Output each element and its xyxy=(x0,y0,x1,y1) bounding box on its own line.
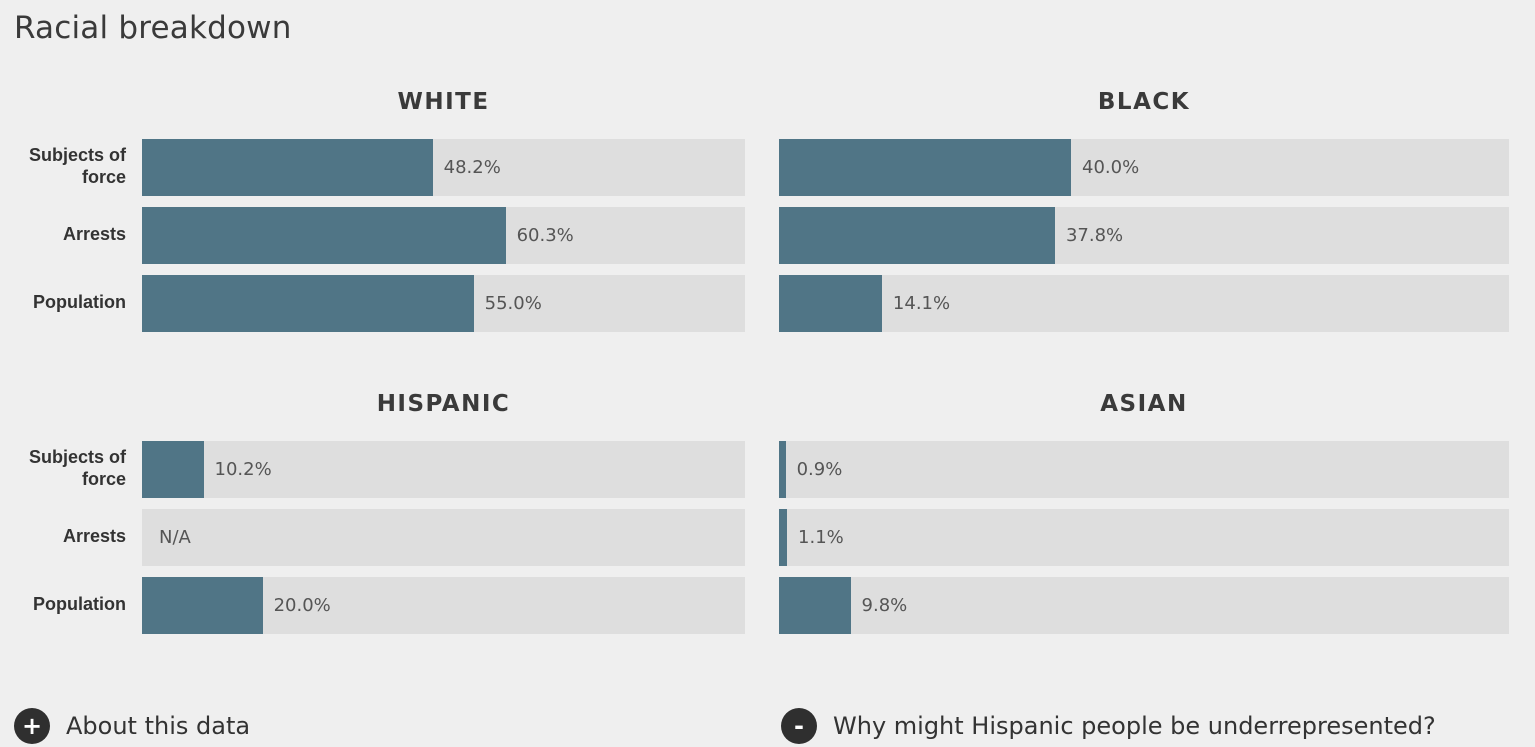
value-label-white-population: 55.0% xyxy=(484,293,542,314)
row-label-subjects-of-force: Subjects of force xyxy=(28,446,126,489)
bar-track-asian-arrests: 1.1% xyxy=(779,509,1509,566)
panel-title-hispanic: HISPANIC xyxy=(376,391,511,417)
about-this-data-link[interactable]: + About this data xyxy=(14,707,250,745)
value-label-hispanic-subjects-of-force: 10.2% xyxy=(214,459,272,480)
bar-track-black-arrests: 37.8% xyxy=(779,207,1509,264)
value-label-asian-subjects-of-force: 0.9% xyxy=(796,459,843,480)
value-label-black-arrests: 37.8% xyxy=(1065,225,1124,246)
value-label-asian-arrests: 1.1% xyxy=(798,527,844,548)
bar-black-arrests xyxy=(779,207,1055,264)
minus-icon[interactable]: - xyxy=(781,708,817,744)
row-label-population: Population xyxy=(33,291,126,312)
page-title: Racial breakdown xyxy=(14,10,292,46)
row-label-subjects-of-force: Subjects of force xyxy=(28,144,126,187)
value-label-white-subjects-of-force: 48.2% xyxy=(443,157,501,178)
bar-hispanic-population xyxy=(142,577,263,634)
bar-black-subjects-of-force xyxy=(779,139,1071,196)
bar-asian-population xyxy=(779,577,851,634)
bar-track-white-arrests: 60.3% xyxy=(142,207,745,264)
bar-asian-arrests xyxy=(779,509,788,566)
row-label-arrests: Arrests xyxy=(62,223,126,244)
bar-track-asian-subjects-of-force: 0.9% xyxy=(779,441,1509,498)
panel-title-white: WHITE xyxy=(397,89,490,115)
bar-track-asian-population: 9.8% xyxy=(779,577,1509,634)
bar-black-population xyxy=(779,275,882,332)
bar-track-hispanic-population: 20.0% xyxy=(142,577,745,634)
bar-hispanic-subjects-of-force xyxy=(142,441,204,498)
bar-white-population xyxy=(142,275,474,332)
bar-track-hispanic-arrests: N/A xyxy=(142,509,745,566)
value-label-asian-population: 9.8% xyxy=(861,595,908,616)
value-label-hispanic-arrests: N/A xyxy=(159,527,191,548)
row-label-arrests: Arrests xyxy=(62,525,126,546)
value-label-hispanic-population: 20.0% xyxy=(273,595,331,616)
panel-title-asian: ASIAN xyxy=(1100,391,1188,417)
bar-white-subjects-of-force xyxy=(142,139,433,196)
bar-track-hispanic-subjects-of-force: 10.2% xyxy=(142,441,745,498)
value-label-black-subjects-of-force: 40.0% xyxy=(1082,157,1140,178)
why-hispanic-underrepresented-label[interactable]: Why might Hispanic people be underrepres… xyxy=(833,712,1436,740)
value-label-black-population: 14.1% xyxy=(892,293,951,314)
about-this-data-label[interactable]: About this data xyxy=(66,712,251,740)
bar-track-white-subjects-of-force: 48.2% xyxy=(142,139,745,196)
bar-track-black-subjects-of-force: 40.0% xyxy=(779,139,1509,196)
row-label-population: Population xyxy=(33,593,126,614)
bar-white-arrests xyxy=(142,207,506,264)
value-label-white-arrests: 60.3% xyxy=(516,225,574,246)
bar-track-black-population: 14.1% xyxy=(779,275,1509,332)
bar-track-white-population: 55.0% xyxy=(142,275,745,332)
panel-title-black: BLACK xyxy=(1097,89,1191,115)
plus-icon[interactable]: + xyxy=(14,708,50,744)
bar-asian-subjects-of-force xyxy=(779,441,786,498)
why-hispanic-underrepresented-link[interactable]: - Why might Hispanic people be underrepr… xyxy=(781,707,1436,745)
